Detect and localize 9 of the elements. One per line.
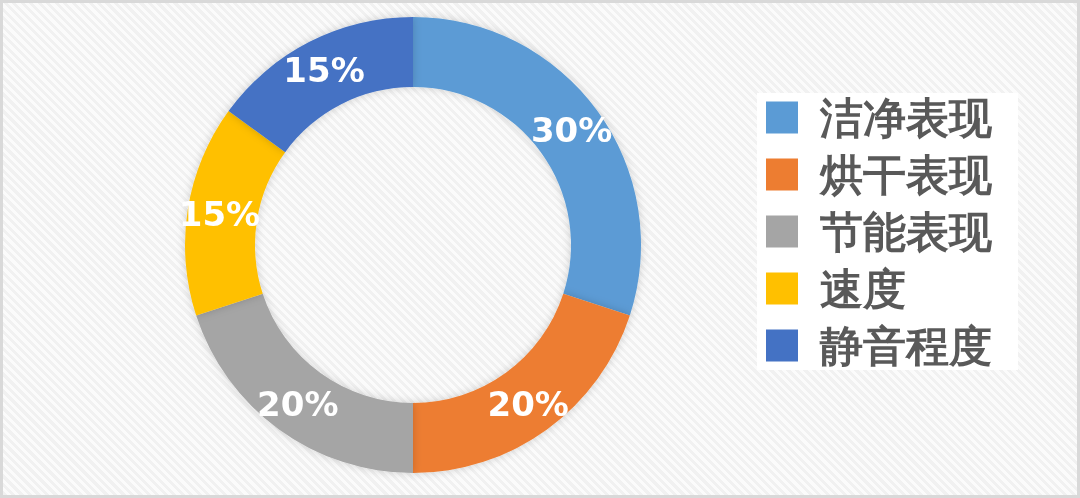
data-label: 30%	[530, 109, 613, 150]
data-label: 15%	[283, 50, 365, 91]
legend-label: 静音程度	[819, 320, 992, 371]
legend-label: 速度	[820, 263, 906, 314]
legend-label: 洁净表现	[819, 92, 993, 143]
data-label: 20%	[487, 383, 569, 424]
legend-label: 节能表现	[819, 206, 993, 257]
legend-label: 烘干表现	[818, 149, 993, 200]
data-label: 20%	[257, 383, 339, 424]
